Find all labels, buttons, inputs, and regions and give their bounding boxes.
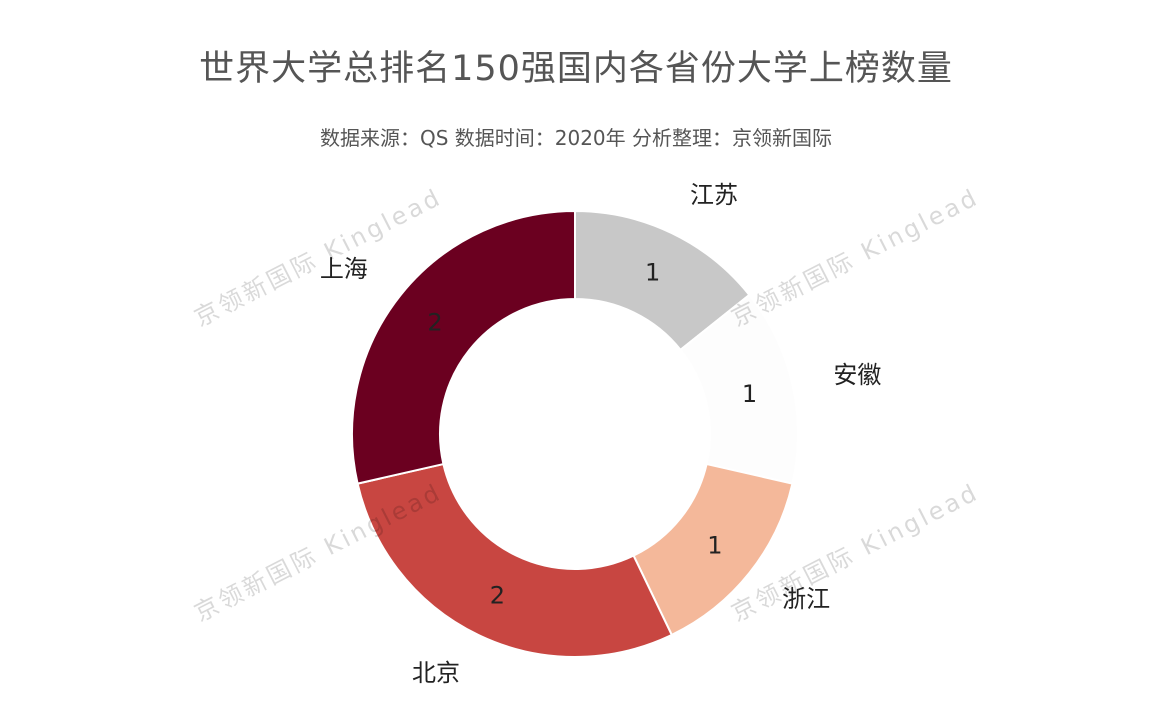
chart-subtitle: 数据来源：QS 数据时间：2020年 分析整理：京领新国际 xyxy=(319,126,833,150)
slice-value-label-0: 1 xyxy=(645,259,660,287)
slice-value-label-4: 2 xyxy=(427,308,442,336)
slice-value-label-1: 1 xyxy=(742,380,757,408)
slice-value-label-2: 1 xyxy=(707,532,722,560)
slice-category-label-2: 浙江 xyxy=(782,585,830,613)
slice-category-label-4: 上海 xyxy=(320,255,368,283)
slice-category-label-0: 江苏 xyxy=(690,181,738,209)
slice-category-label-1: 安徽 xyxy=(833,361,881,389)
donut-slice-4 xyxy=(351,209,576,485)
slice-value-label-3: 2 xyxy=(490,581,505,609)
slice-category-label-3: 北京 xyxy=(412,659,460,687)
donut-slice-3 xyxy=(356,462,674,658)
slices-group xyxy=(351,209,799,658)
value-labels-group: 1 1 1 2 2 xyxy=(427,259,757,610)
chart-title: 世界大学总排名150强国内各省份大学上榜数量 xyxy=(199,49,953,89)
